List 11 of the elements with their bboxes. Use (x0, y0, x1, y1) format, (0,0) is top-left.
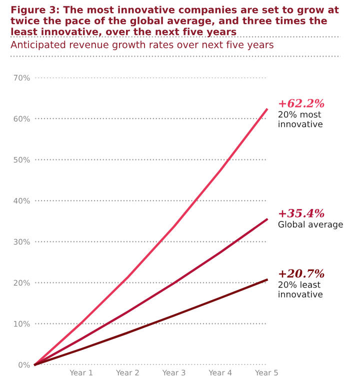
line-series (34, 108, 268, 366)
chart-subtitle: Anticipated revenue growth rates over next five years (10, 40, 274, 50)
series-label: 20% least innovative (278, 281, 323, 298)
data-label: +62.2% (279, 99, 324, 108)
data-label: +35.4% (279, 208, 324, 218)
line-series (34, 218, 268, 366)
series-label: Global average (278, 220, 343, 230)
line-series (34, 278, 268, 366)
chart-title: Figure 3: The most innovative companies are set to grow at twice the pace of the global average, and three times the least innovative, over the next five years (10, 6, 339, 38)
series-label: 20% most innovative (278, 111, 323, 128)
data-label: +20.7% (279, 269, 324, 278)
